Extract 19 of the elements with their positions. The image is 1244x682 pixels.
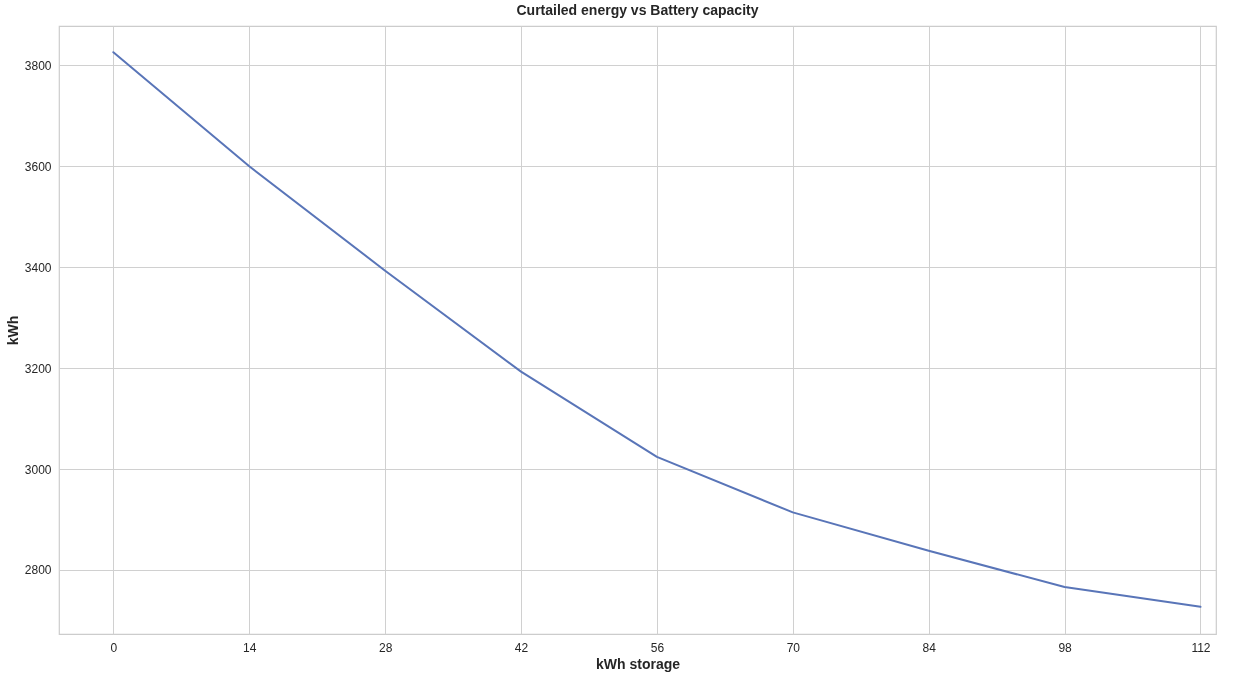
y-tick-label: 3200 <box>24 361 52 376</box>
x-tick-label: 70 <box>786 640 801 655</box>
chart-title: Curtailed energy vs Battery capacity <box>516 2 759 18</box>
line-series <box>112 51 1202 608</box>
x-tick-label: 28 <box>378 640 393 655</box>
y-tick-label: 3600 <box>24 159 52 174</box>
x-tick-label: 112 <box>1191 640 1211 655</box>
x-tick-label: 98 <box>1058 640 1073 655</box>
x-tick-label: 14 <box>243 640 257 655</box>
x-tick-label: 56 <box>650 640 665 655</box>
x-tick-label: 0 <box>110 640 118 655</box>
x-tick-label: 42 <box>514 640 529 655</box>
x-axis-title: kWh storage <box>595 655 681 672</box>
y-tick-label: 3800 <box>24 58 52 73</box>
y-tick-label: 2800 <box>24 563 52 578</box>
y-axis-title: kWh <box>4 315 21 346</box>
y-tick-label: 3400 <box>24 260 52 275</box>
x-tick-label: 84 <box>922 640 937 655</box>
y-tick-label: 3000 <box>24 462 52 477</box>
